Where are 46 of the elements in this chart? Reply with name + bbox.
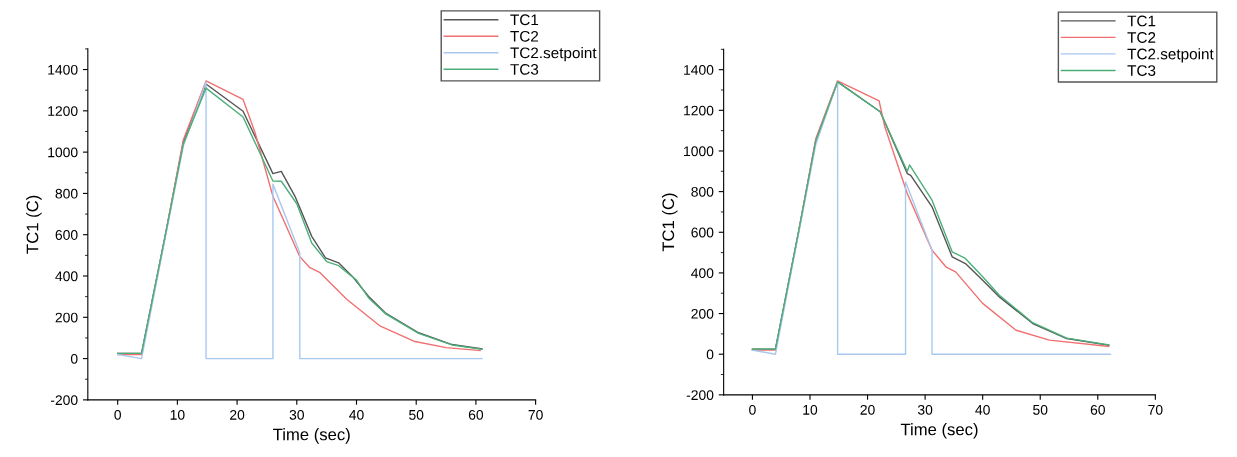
- x-tick-label: 30: [917, 404, 933, 415]
- x-tick-label: 70: [528, 409, 543, 420]
- legend-label: TC2: [1127, 32, 1156, 43]
- x-tick-label: 20: [860, 404, 875, 415]
- y-tick-label: 600: [55, 230, 78, 240]
- y-tick-label: 600: [691, 227, 714, 238]
- y-tick-label: 1200: [684, 105, 714, 116]
- x-tick-label: 20: [230, 409, 245, 420]
- x-axis-title: Time (sec): [900, 423, 978, 439]
- x-tick-label: 10: [170, 409, 185, 420]
- y-tick-label: 1400: [684, 65, 714, 75]
- legend-label: TC1: [510, 14, 539, 26]
- y-tick-label: -200: [686, 390, 714, 401]
- y-tick-label: -200: [50, 395, 78, 406]
- x-tick-label: 10: [803, 404, 818, 415]
- legend-label: TC3: [510, 63, 539, 75]
- x-tick-label: 70: [1148, 404, 1163, 415]
- x-tick-label: 60: [1090, 404, 1105, 415]
- legend-label: TC2.setpoint: [1127, 48, 1214, 63]
- y-tick-label: 1000: [684, 146, 714, 157]
- y-tick-label: 0: [706, 349, 714, 360]
- y-tick-label: 400: [691, 268, 714, 279]
- y-tick-label: 1000: [48, 147, 78, 158]
- y-axis-title: TC1 (C): [661, 193, 678, 252]
- x-tick-label: 0: [749, 404, 756, 415]
- legend-label: TC2.setpoint: [510, 47, 597, 62]
- x-tick-label: 30: [289, 409, 304, 420]
- y-axis-title: TC1 (C): [26, 195, 42, 254]
- x-tick-label: 50: [409, 409, 424, 420]
- x-tick-label: 0: [114, 409, 121, 420]
- x-tick-label: 40: [349, 409, 364, 420]
- x-axis-title: Time (sec): [273, 428, 350, 444]
- y-tick-label: 0: [70, 353, 78, 364]
- y-tick-label: 400: [55, 271, 78, 282]
- y-tick-label: 800: [55, 188, 78, 199]
- y-tick-label: 200: [55, 312, 78, 323]
- y-tick-label: 1400: [48, 64, 78, 75]
- x-tick-label: 50: [1033, 404, 1048, 415]
- legend-label: TC2: [510, 30, 539, 42]
- x-tick-label: 60: [468, 409, 484, 420]
- legend-label: TC3: [1127, 65, 1156, 76]
- y-tick-label: 800: [691, 186, 714, 197]
- legend-label: TC1: [1127, 15, 1156, 27]
- y-tick-label: 1200: [48, 106, 78, 117]
- y-tick-label: 200: [691, 308, 714, 319]
- x-tick-label: 40: [975, 404, 990, 415]
